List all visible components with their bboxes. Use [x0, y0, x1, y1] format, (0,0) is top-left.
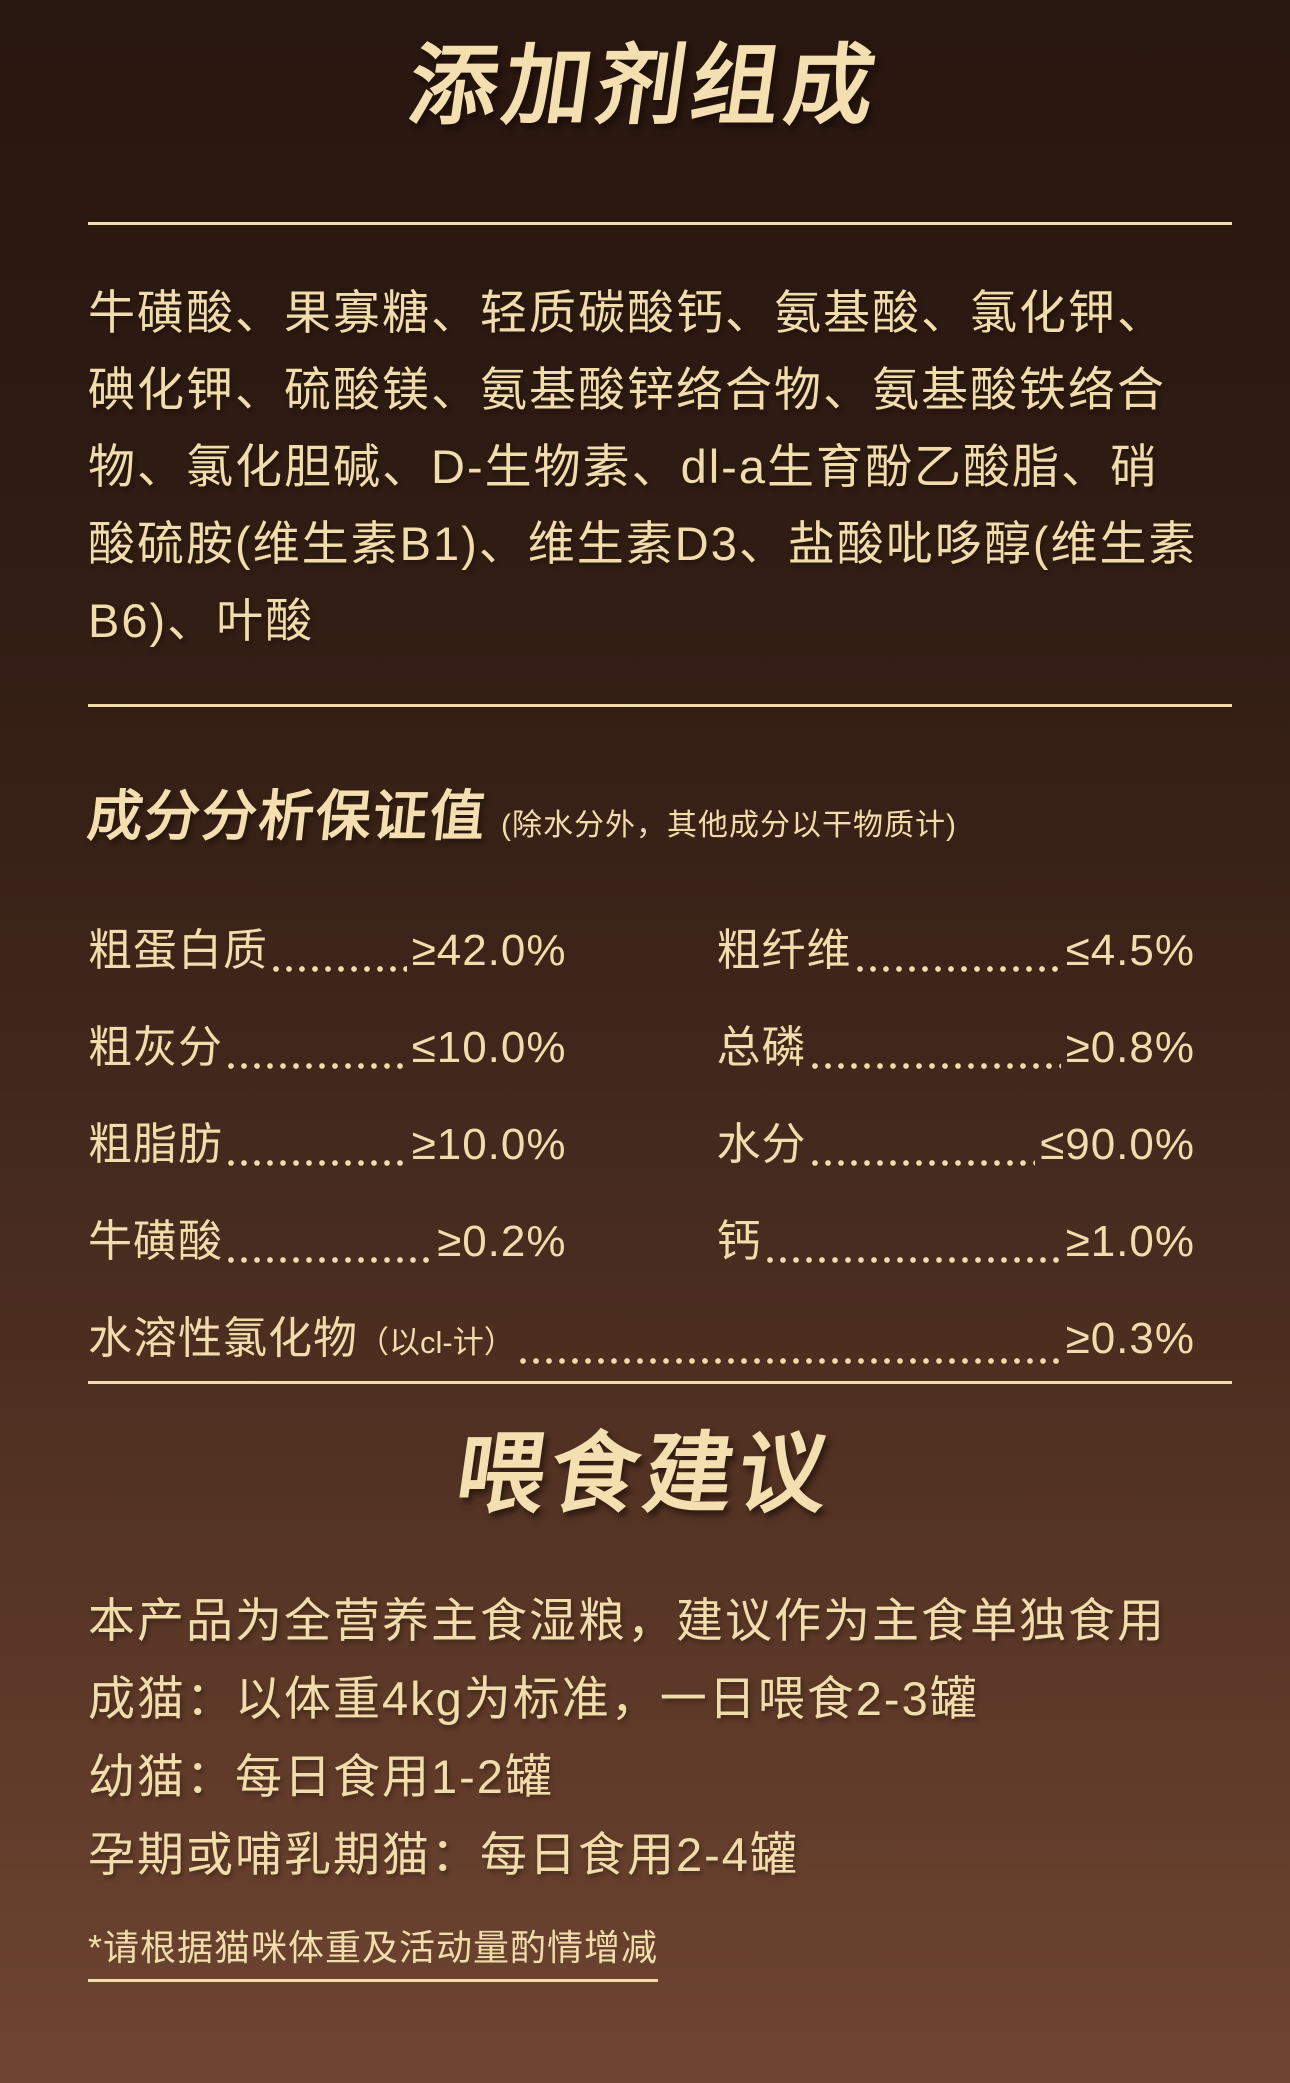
cell-value: ≥0.2% — [437, 1216, 567, 1266]
page: { "page": { "bg_top": "#281610", "bg_mid… — [0, 34, 1290, 2083]
table-row: 粗蛋白质 ≥42.0% 粗纤维 ≤4.5% — [88, 920, 1195, 982]
analysis-cell-crude-protein: 粗蛋白质 ≥42.0% — [88, 920, 567, 982]
feeding-line-adult-cat: 成猫：以体重4kg为标准，一日喂食2-3罐 — [88, 1671, 979, 1725]
dot-leader — [273, 965, 407, 972]
analysis-cell-moisture: 水分 ≤90.0% — [717, 1114, 1196, 1176]
analysis-cell-crude-fat: 粗脂肪 ≥10.0% — [88, 1114, 567, 1176]
additives-section-title: 添加剂组成 — [0, 34, 1290, 138]
cell-value: ≥10.0% — [411, 1119, 567, 1169]
dot-leader — [228, 1159, 407, 1166]
cell-label: 水分 — [716, 1119, 807, 1169]
cell-value: ≥0.3% — [1065, 1313, 1195, 1363]
dot-leader — [856, 965, 1061, 972]
dot-leader — [519, 1357, 1061, 1364]
dot-leader — [766, 1256, 1061, 1263]
guaranteed-analysis-table: 粗蛋白质 ≥42.0% 粗纤维 ≤4.5% 粗灰分 ≤10.0% 总磷 ≥0.8… — [88, 920, 1195, 1374]
guaranteed-analysis-heading: 成分分析保证值 (除水分外，其他成分以干物质计) — [84, 784, 1290, 862]
feeding-line-intro: 本产品为全营养主食湿粮，建议作为主食单独食用 — [88, 1593, 1166, 1647]
table-row: 水溶性氯化物 （以cl-计） ≥0.3% — [88, 1308, 1195, 1374]
feeding-title-text: 喂食建议 — [450, 1423, 841, 1523]
additives-title-text: 添加剂组成 — [403, 36, 888, 135]
cell-value: ≥0.8% — [1065, 1022, 1195, 1072]
dot-leader — [811, 1062, 1061, 1069]
cell-label: 粗蛋白质 — [88, 925, 268, 975]
section-divider — [88, 703, 1232, 707]
section-divider — [88, 221, 1232, 225]
analysis-cell-crude-ash: 粗灰分 ≤10.0% — [88, 1017, 567, 1079]
cell-label-note: （以cl-计） — [358, 1324, 515, 1360]
table-row: 牛磺酸 ≥0.2% 钙 ≥1.0% — [88, 1211, 1195, 1273]
guaranteed-analysis-note: (除水分外，其他成分以干物质计) — [501, 808, 957, 842]
table-row: 粗灰分 ≤10.0% 总磷 ≥0.8% — [88, 1017, 1195, 1079]
analysis-cell-calcium: 钙 ≥1.0% — [717, 1211, 1196, 1273]
cell-value: ≤10.0% — [411, 1022, 567, 1072]
dot-leader — [228, 1062, 407, 1069]
analysis-cell-taurine: 牛磺酸 ≥0.2% — [88, 1211, 567, 1273]
cell-value: ≥42.0% — [411, 925, 567, 975]
dot-leader — [228, 1256, 433, 1263]
cell-label: 牛磺酸 — [88, 1216, 223, 1266]
feeding-line-kitten: 幼猫：每日食用1-2罐 — [88, 1749, 554, 1803]
analysis-cell-water-soluble-chloride: 水溶性氯化物 （以cl-计） ≥0.3% — [88, 1308, 1195, 1374]
cell-label: 水溶性氯化物 — [88, 1313, 358, 1363]
guaranteed-analysis-title-text: 成分分析保证值 — [84, 784, 491, 847]
cell-label: 粗灰分 — [88, 1022, 223, 1072]
cell-label: 总磷 — [716, 1022, 807, 1072]
cell-value: ≤4.5% — [1065, 925, 1195, 975]
analysis-cell-crude-fiber: 粗纤维 ≤4.5% — [717, 920, 1196, 982]
cell-value: ≤90.0% — [1040, 1119, 1195, 1169]
feeding-instructions: 本产品为全营养主食湿粮，建议作为主食单独食用 成猫：以体重4kg为标准，一日喂食… — [88, 1582, 1228, 1894]
additives-ingredients-paragraph: 牛磺酸、果寡糖、轻质碳酸钙、氨基酸、氯化钾、碘化钾、硫酸镁、氨基酸锌络合物、氨基… — [88, 285, 1198, 647]
analysis-cell-total-phosphorus: 总磷 ≥0.8% — [717, 1017, 1196, 1079]
feeding-footnote: *请根据猫咪体重及活动量酌情增减 — [88, 1926, 659, 1982]
feeding-section-title: 喂食建议 — [0, 1422, 1290, 1526]
feeding-line-pregnant-cat: 孕期或哺乳期猫：每日食用2-4罐 — [88, 1827, 799, 1881]
table-row: 粗脂肪 ≥10.0% 水分 ≤90.0% — [88, 1114, 1195, 1176]
cell-value: ≥1.0% — [1065, 1216, 1195, 1266]
cell-label: 钙 — [716, 1216, 762, 1266]
cell-label: 粗纤维 — [716, 925, 852, 975]
dot-leader — [811, 1159, 1036, 1166]
cell-label: 粗脂肪 — [88, 1119, 223, 1169]
section-divider — [88, 1380, 1232, 1384]
